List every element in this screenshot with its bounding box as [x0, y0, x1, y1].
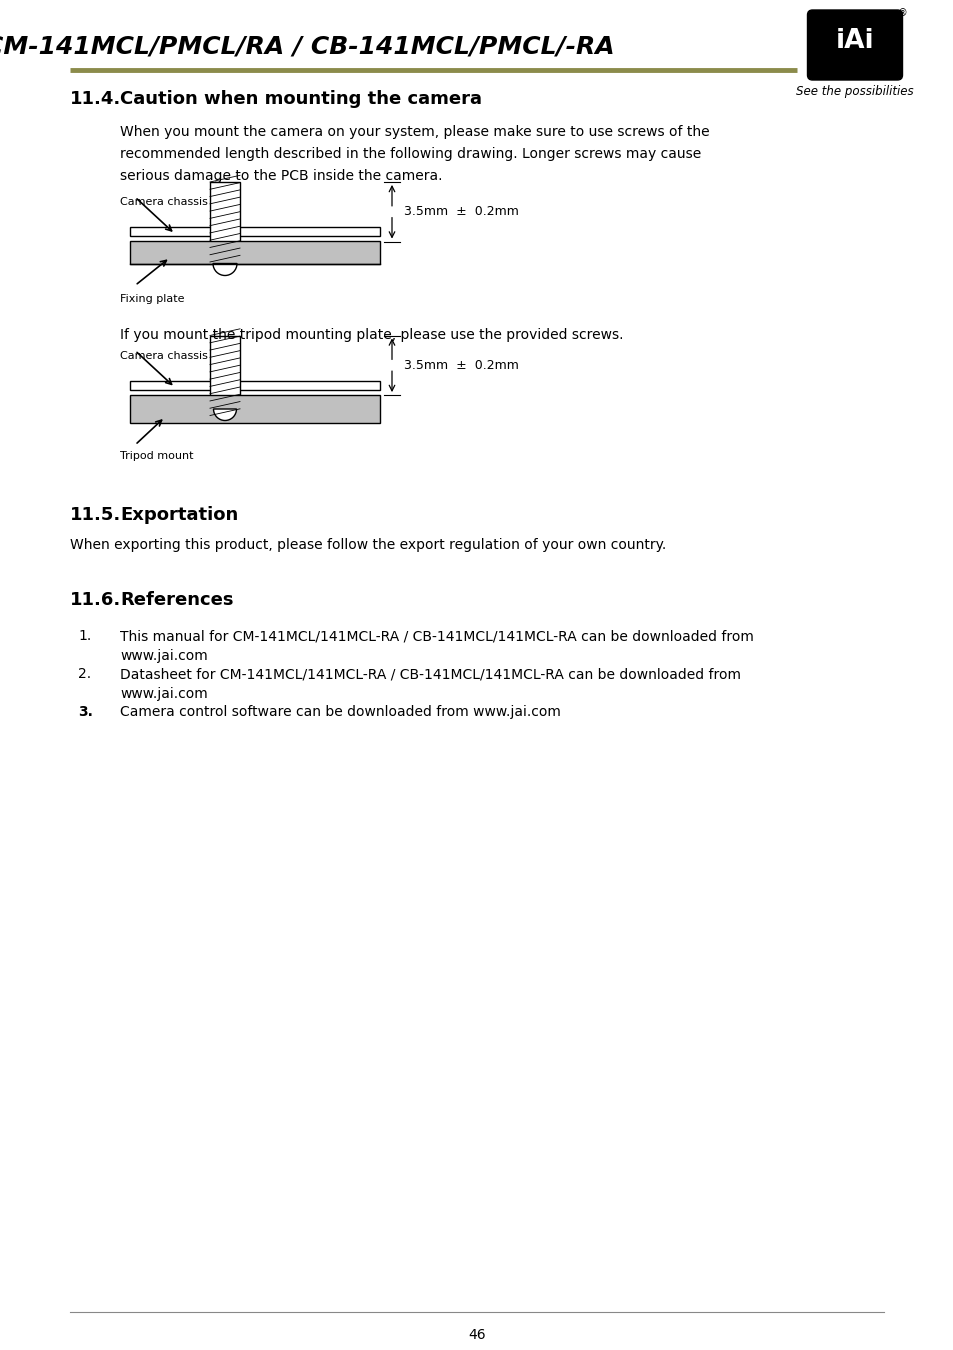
Text: ®: ® — [897, 8, 906, 18]
Bar — [130, 396, 379, 423]
Bar — [210, 182, 240, 262]
Text: Exportation: Exportation — [120, 506, 238, 524]
Text: Tripod mount: Tripod mount — [120, 451, 193, 460]
Text: If you mount the tripod mounting plate, please use the provided screws.: If you mount the tripod mounting plate, … — [120, 328, 623, 343]
Text: iAi: iAi — [835, 28, 873, 54]
Text: 2.: 2. — [78, 667, 91, 680]
Bar — [130, 228, 379, 236]
Text: CM-141MCL/PMCL/RA / CB-141MCL/PMCL/-RA: CM-141MCL/PMCL/RA / CB-141MCL/PMCL/-RA — [0, 35, 614, 59]
Wedge shape — [213, 263, 236, 275]
Text: 3.5mm  ±  0.2mm: 3.5mm ± 0.2mm — [403, 359, 518, 371]
Text: 11.4.: 11.4. — [70, 90, 121, 108]
Text: Camera control software can be downloaded from www.jai.com: Camera control software can be downloade… — [120, 705, 560, 720]
Text: 11.5.: 11.5. — [70, 506, 121, 524]
Text: References: References — [120, 591, 233, 609]
Text: This manual for CM-141MCL/141MCL-RA / CB-141MCL/141MCL-RA can be downloaded from: This manual for CM-141MCL/141MCL-RA / CB… — [120, 629, 753, 643]
Text: recommended length described in the following drawing. Longer screws may cause: recommended length described in the foll… — [120, 147, 700, 161]
Text: Datasheet for CM-141MCL/141MCL-RA / CB-141MCL/141MCL-RA can be downloaded from: Datasheet for CM-141MCL/141MCL-RA / CB-1… — [120, 667, 740, 680]
Bar — [210, 336, 240, 416]
Text: 1.: 1. — [78, 629, 91, 643]
Bar — [130, 381, 379, 390]
Text: Fixing plate: Fixing plate — [120, 293, 184, 304]
Text: Camera chassis: Camera chassis — [120, 351, 208, 360]
Wedge shape — [213, 409, 236, 420]
Text: www.jai.com: www.jai.com — [120, 687, 208, 701]
Text: When exporting this product, please follow the export regulation of your own cou: When exporting this product, please foll… — [70, 539, 665, 552]
Bar — [130, 242, 379, 263]
Text: serious damage to the PCB inside the camera.: serious damage to the PCB inside the cam… — [120, 169, 442, 184]
Text: 3.5mm  ±  0.2mm: 3.5mm ± 0.2mm — [403, 205, 518, 219]
FancyBboxPatch shape — [806, 9, 902, 80]
Text: 11.6.: 11.6. — [70, 591, 121, 609]
Text: Camera chassis: Camera chassis — [120, 197, 208, 207]
Text: See the possibilities: See the possibilities — [796, 85, 913, 99]
Text: When you mount the camera on your system, please make sure to use screws of the: When you mount the camera on your system… — [120, 126, 709, 139]
Text: 46: 46 — [468, 1328, 485, 1342]
Text: Caution when mounting the camera: Caution when mounting the camera — [120, 90, 481, 108]
Text: www.jai.com: www.jai.com — [120, 649, 208, 663]
Text: 3.: 3. — [78, 705, 92, 720]
